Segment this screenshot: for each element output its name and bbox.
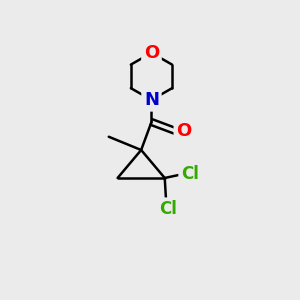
Text: Cl: Cl <box>181 165 199 183</box>
Text: Cl: Cl <box>159 200 177 218</box>
Text: N: N <box>144 91 159 109</box>
Text: O: O <box>144 44 159 62</box>
Text: O: O <box>176 122 191 140</box>
